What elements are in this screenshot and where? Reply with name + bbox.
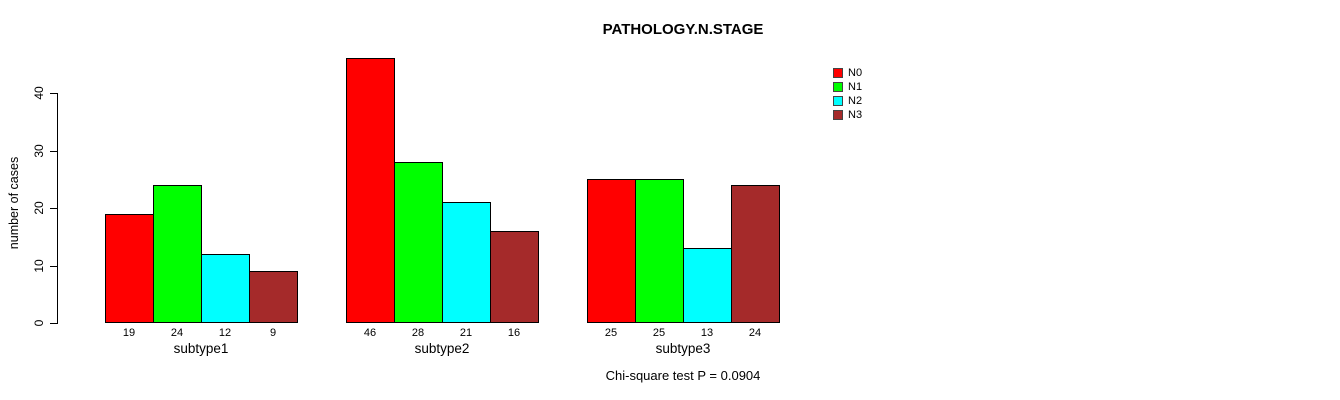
bar-value-label: 9	[269, 327, 277, 339]
bar	[201, 254, 250, 323]
legend-swatch	[833, 96, 843, 106]
y-tick-label: 10	[32, 259, 46, 273]
bar-value-label: 13	[700, 327, 714, 339]
bar	[442, 202, 491, 323]
bar	[249, 271, 298, 323]
chart-title: PATHOLOGY.N.STAGE	[602, 21, 764, 38]
bar	[731, 185, 780, 323]
bar	[587, 179, 636, 323]
bar-value-label: 28	[411, 327, 425, 339]
bar	[394, 162, 443, 323]
bar	[683, 248, 732, 323]
legend-label: N2	[848, 94, 863, 107]
y-tick	[50, 323, 57, 324]
bar-value-label: 16	[507, 327, 521, 339]
y-axis-line	[57, 93, 58, 324]
legend-item: N3	[833, 108, 862, 122]
y-tick-label: 30	[32, 144, 46, 158]
bar-value-label: 46	[363, 327, 377, 339]
category-label: subtype1	[173, 341, 229, 356]
legend-swatch	[833, 82, 843, 92]
y-tick	[50, 266, 57, 267]
bar-value-label: 24	[748, 327, 762, 339]
bar-value-label: 19	[122, 327, 136, 339]
category-label: subtype2	[414, 341, 470, 356]
bar-value-label: 24	[170, 327, 184, 339]
y-axis-label: number of cases	[7, 156, 21, 250]
legend-swatch	[833, 68, 843, 78]
legend-item: N1	[833, 80, 862, 94]
bar	[490, 231, 539, 323]
category-label: subtype3	[655, 341, 711, 356]
bar	[346, 58, 395, 323]
bar	[635, 179, 684, 323]
y-tick-label: 20	[32, 201, 46, 215]
legend-swatch	[833, 110, 843, 120]
y-tick	[50, 208, 57, 209]
legend-label: N1	[848, 80, 863, 93]
bar-value-label: 25	[652, 327, 666, 339]
y-tick-label: 40	[32, 86, 46, 100]
legend-label: N0	[848, 66, 863, 79]
legend-item: N2	[833, 94, 862, 108]
bar	[105, 214, 154, 323]
bar-value-label: 25	[604, 327, 618, 339]
y-tick-label: 0	[32, 319, 46, 327]
y-tick	[50, 93, 57, 94]
bar-value-label: 12	[218, 327, 232, 339]
chi-square-note: Chi-square test P = 0.0904	[605, 368, 761, 383]
bar	[153, 185, 202, 323]
y-tick	[50, 151, 57, 152]
legend-label: N3	[848, 108, 863, 121]
bar-value-label: 21	[459, 327, 473, 339]
legend: N0 N1 N2 N3	[833, 66, 862, 122]
legend-item: N0	[833, 66, 862, 80]
